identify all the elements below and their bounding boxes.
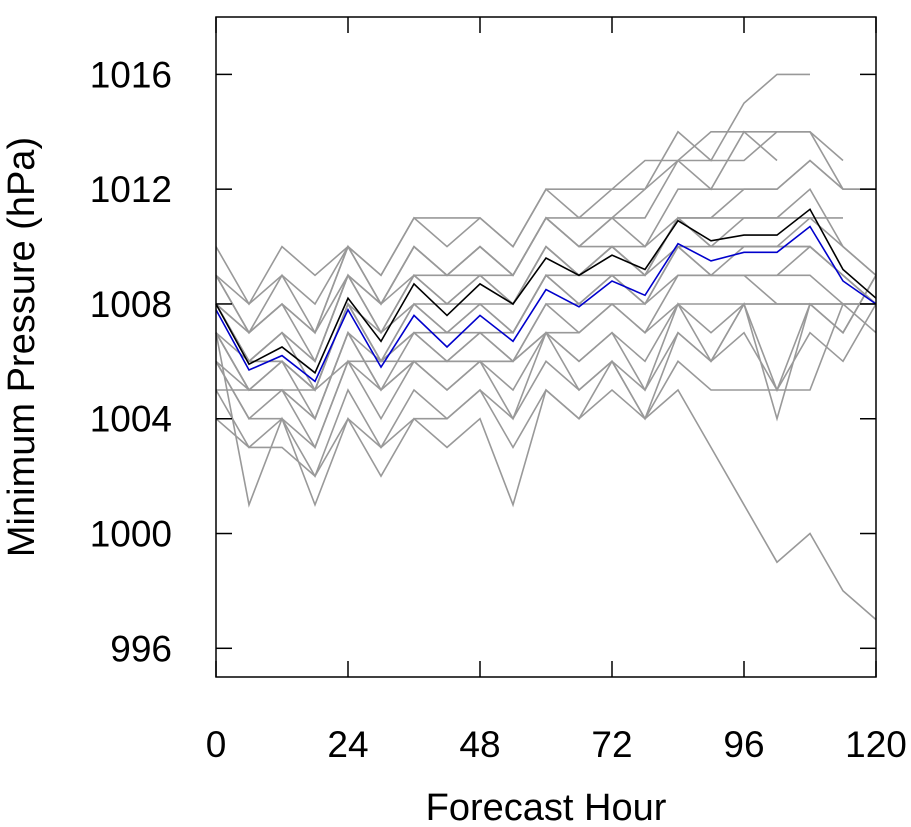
y-tick-label: 1000 bbox=[90, 514, 172, 555]
ensemble-member-line bbox=[215, 360, 877, 621]
y-tick-label: 996 bbox=[110, 628, 172, 669]
y-tick-label: 1016 bbox=[90, 54, 172, 95]
x-tick-label: 0 bbox=[206, 724, 227, 765]
ensemble-member-line bbox=[215, 303, 876, 508]
plot-area bbox=[216, 17, 876, 677]
axes: 0 24 48 72 96 120 996 1000 1004 1008 1012 1016 bbox=[90, 16, 907, 765]
x-axis-title: Forecast Hour bbox=[426, 787, 667, 827]
y-axis-title: Minimum Pressure (hPa) bbox=[1, 137, 43, 557]
y-tick-label: 1008 bbox=[90, 284, 172, 325]
x-tick-label: 48 bbox=[459, 724, 500, 765]
series-lines bbox=[215, 73, 877, 621]
x-tick-label: 120 bbox=[845, 724, 907, 765]
y-tick-label: 1012 bbox=[90, 169, 172, 210]
mean-line bbox=[215, 208, 877, 375]
ensemble-member-line bbox=[215, 302, 877, 449]
ensemble-member-line bbox=[215, 131, 844, 306]
plot-frame bbox=[215, 16, 877, 678]
y-tick-label: 1004 bbox=[90, 399, 172, 440]
median-line bbox=[215, 225, 877, 383]
x-tick-label: 96 bbox=[723, 724, 764, 765]
x-tick-label: 72 bbox=[591, 724, 632, 765]
x-tick-label: 24 bbox=[327, 724, 368, 765]
plot-background bbox=[216, 17, 876, 677]
